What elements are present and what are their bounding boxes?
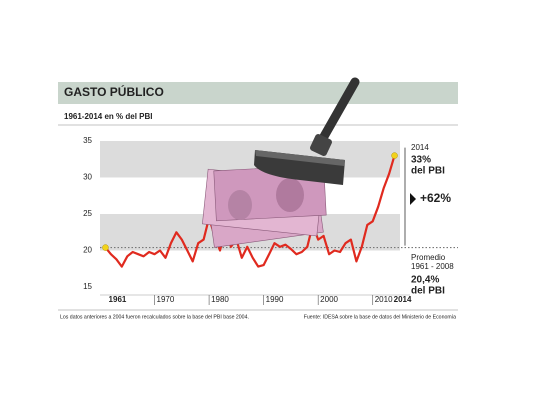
chart-title: GASTO PÚBLICO [64, 84, 164, 99]
endpoint-dot [391, 152, 398, 159]
x-tick-label: 1970 [157, 295, 175, 304]
annotation: +62% [420, 191, 451, 205]
annotation: 2014 [411, 143, 429, 152]
vacuum-illustration [254, 77, 360, 185]
chart-subtitle: 1961-2014 en % del PBI [64, 112, 153, 121]
annotation: 1961 - 2008 [411, 262, 454, 271]
x-tick-label: 2014 [394, 295, 412, 304]
annotation: 33% [411, 155, 431, 166]
data-line [104, 155, 396, 268]
change-arrow [410, 193, 416, 205]
x-tick-label: 1980 [211, 295, 229, 304]
x-tick-label: 2000 [320, 295, 338, 304]
y-tick-label: 25 [83, 209, 92, 218]
annotation: del PBI [411, 286, 445, 297]
title-bar [58, 82, 458, 104]
y-tick-label: 20 [83, 246, 92, 255]
y-tick-label: 35 [83, 136, 92, 145]
y-tick-label: 15 [83, 282, 92, 291]
footnote: Fuente: IDESA sobre la base de datos del… [304, 314, 456, 320]
x-tick-label: 1961 [109, 295, 127, 304]
endpoint-dot [102, 244, 109, 251]
x-tick-label: 1990 [266, 295, 284, 304]
annotation: Promedio [411, 253, 446, 262]
x-tick-label: 2010 [375, 295, 393, 304]
annotation: 20,4% [411, 275, 439, 286]
annotation: del PBI [411, 166, 445, 177]
money-illustration [202, 164, 327, 248]
footnote: Los datos anteriores a 2004 fueron recal… [60, 314, 249, 320]
y-tick-label: 30 [83, 173, 92, 182]
